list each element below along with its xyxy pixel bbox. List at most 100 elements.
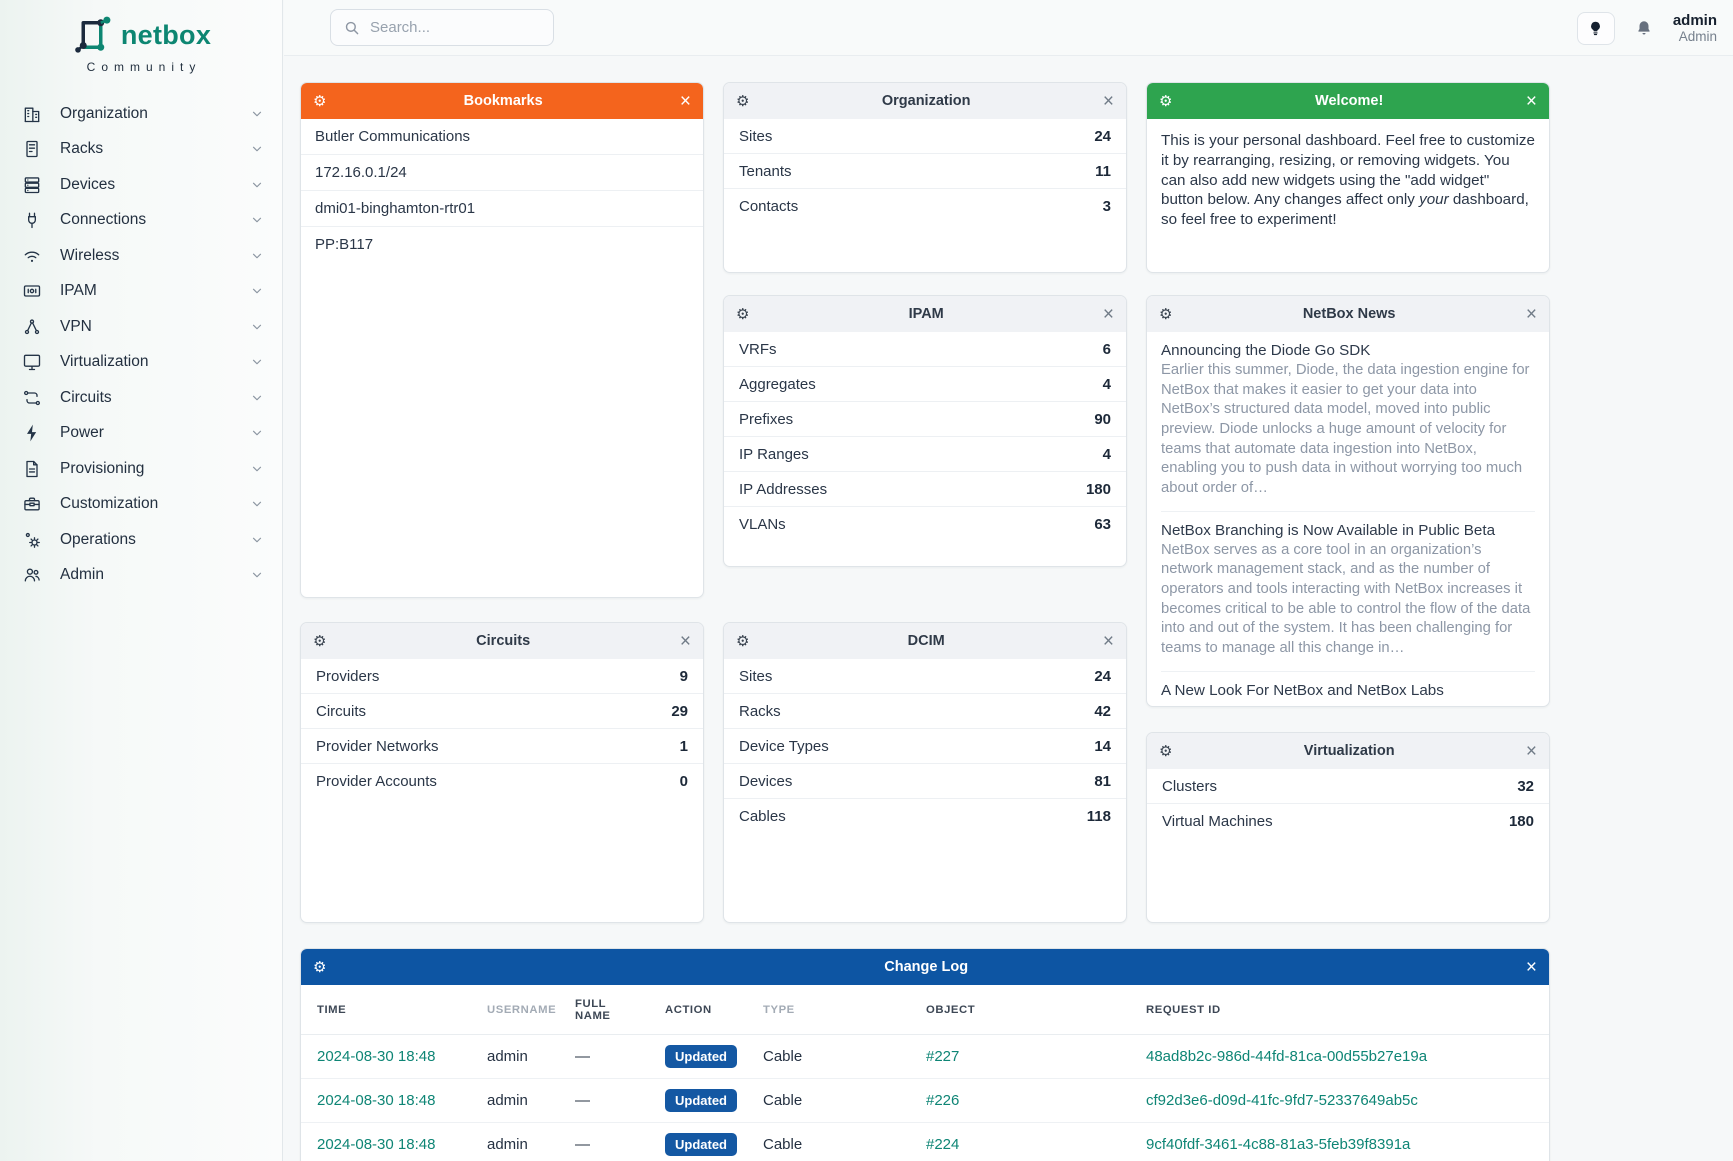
stat-row[interactable]: Sites 24 xyxy=(739,667,1111,685)
sidebar-item-customization[interactable]: Customization xyxy=(0,487,282,523)
stat-row[interactable]: Circuits 29 xyxy=(301,693,703,728)
search-input[interactable] xyxy=(370,19,520,36)
global-search[interactable] xyxy=(330,9,554,46)
monitor-icon xyxy=(22,352,42,372)
changelog-time-link[interactable]: 2024-08-30 18:48 xyxy=(317,1048,436,1065)
changelog-object-link[interactable]: #227 xyxy=(926,1048,960,1065)
search-icon xyxy=(343,19,361,37)
stat-row[interactable]: VRFs 6 xyxy=(739,340,1111,358)
sidebar-item-power[interactable]: Power xyxy=(0,416,282,452)
stat-row[interactable]: Tenants 11 xyxy=(724,153,1126,188)
changelog-time-link[interactable]: 2024-08-30 18:48 xyxy=(317,1136,436,1153)
vpn-graph-icon xyxy=(22,317,42,337)
changelog-object-link[interactable]: #226 xyxy=(926,1092,960,1109)
chevron-down-icon xyxy=(250,213,264,227)
widget-config-icon[interactable]: ⚙ xyxy=(313,957,327,976)
stat-row[interactable]: Prefixes 90 xyxy=(724,401,1126,436)
ipam-counter-icon xyxy=(22,281,42,301)
stat-row[interactable]: IP Ranges 4 xyxy=(724,436,1126,471)
close-icon[interactable]: × xyxy=(679,90,691,112)
bookmark-link[interactable]: Butler Communications xyxy=(315,128,471,145)
stat-row[interactable]: Device Types 14 xyxy=(724,728,1126,763)
widget-config-icon[interactable]: ⚙ xyxy=(736,304,750,323)
close-icon[interactable]: × xyxy=(1525,740,1537,762)
widget-config-icon[interactable]: ⚙ xyxy=(313,631,327,650)
changelog-row: 2024-08-30 18:48 admin — Updated Cable #… xyxy=(301,1122,1549,1161)
sidebar-item-racks[interactable]: Racks xyxy=(0,132,282,168)
circuits-stats: Providers 9 Circuits 29 Provider Network… xyxy=(301,659,703,798)
widget-config-icon[interactable]: ⚙ xyxy=(736,631,750,650)
bookmark-link[interactable]: PP:B117 xyxy=(301,226,703,262)
sidebar-item-circuits[interactable]: Circuits xyxy=(0,380,282,416)
stat-row[interactable]: Provider Networks 1 xyxy=(301,728,703,763)
widget-title: IPAM xyxy=(908,306,944,322)
notifications-button[interactable] xyxy=(1631,12,1657,45)
close-icon[interactable]: × xyxy=(1102,630,1114,652)
stat-row[interactable]: Devices 81 xyxy=(724,763,1126,798)
changelog-object-link[interactable]: #224 xyxy=(926,1136,960,1153)
welcome-widget: ⚙ Welcome! × This is your personal dashb… xyxy=(1146,82,1550,273)
changelog-row: 2024-08-30 18:48 admin — Updated Cable #… xyxy=(301,1034,1549,1079)
stat-row[interactable]: Racks 42 xyxy=(724,693,1126,728)
close-icon[interactable]: × xyxy=(1102,90,1114,112)
bookmarks-widget-header: ⚙ Bookmarks × xyxy=(301,83,703,119)
sidebar-item-connections[interactable]: Connections xyxy=(0,203,282,239)
sidebar-item-vpn[interactable]: VPN xyxy=(0,309,282,345)
sidebar-item-provisioning[interactable]: Provisioning xyxy=(0,451,282,487)
close-icon[interactable]: × xyxy=(1525,90,1537,112)
close-icon[interactable]: × xyxy=(679,630,691,652)
stat-row[interactable]: Contacts 3 xyxy=(724,188,1126,223)
chevron-down-icon xyxy=(250,249,264,263)
widget-config-icon[interactable]: ⚙ xyxy=(1159,91,1173,110)
stat-row[interactable]: Cables 118 xyxy=(724,798,1126,833)
changelog-request-id-link[interactable]: 9cf40fdf-3461-4c88-81a3-5feb39f8391a xyxy=(1146,1136,1411,1153)
stat-row[interactable]: IP Addresses 180 xyxy=(724,471,1126,506)
sidebar-item-devices[interactable]: Devices xyxy=(0,167,282,203)
widget-title: Welcome! xyxy=(1315,93,1384,109)
sidebar-item-operations[interactable]: Operations xyxy=(0,522,282,558)
widget-config-icon[interactable]: ⚙ xyxy=(736,91,750,110)
close-icon[interactable]: × xyxy=(1102,303,1114,325)
changelog-column-header: OBJECT xyxy=(910,985,1130,1035)
netbox-news-widget: ⚙ NetBox News × Announcing the Diode Go … xyxy=(1146,295,1550,707)
changelog-request-id-link[interactable]: cf92d3e6-d09d-41fc-9fd7-52337649ab5c xyxy=(1146,1092,1418,1109)
widget-config-icon[interactable]: ⚙ xyxy=(1159,304,1173,323)
brand[interactable]: netbox Community xyxy=(0,0,282,74)
stat-row[interactable]: Provider Accounts 0 xyxy=(301,763,703,798)
chevron-down-icon xyxy=(250,320,264,334)
sidebar-nav: Organization Racks Devices xyxy=(0,96,282,593)
theme-toggle-button[interactable] xyxy=(1576,11,1615,45)
stat-row[interactable]: Aggregates 4 xyxy=(724,366,1126,401)
stat-row[interactable]: VLANs 63 xyxy=(724,506,1126,541)
stat-row[interactable]: Clusters 32 xyxy=(1162,777,1534,795)
changelog-header-row: TIME USERNAME FULL NAME ACTION TYPE OBJECT REQ… xyxy=(301,985,1549,1035)
stat-row[interactable]: Sites 24 xyxy=(739,127,1111,145)
sidebar-item-virtualization[interactable]: Virtualization xyxy=(0,345,282,381)
bookmark-link[interactable]: dmi01-binghamton-rtr01 xyxy=(301,190,703,226)
brand-subtitle: Community xyxy=(86,60,202,74)
circuits-connection-icon xyxy=(22,388,42,408)
chevron-down-icon xyxy=(250,426,264,440)
news-item-title[interactable]: NetBox Branching is Now Available in Pub… xyxy=(1161,521,1496,539)
changelog-request-id-link[interactable]: 48ad8b2c-986d-44fd-81ca-00d55b27e19a xyxy=(1146,1048,1428,1065)
sidebar-item-organization[interactable]: Organization xyxy=(0,96,282,132)
lightbulb-icon xyxy=(1587,20,1604,37)
sidebar-item-admin[interactable]: Admin xyxy=(0,558,282,594)
organization-widget-header: ⚙ Organization × xyxy=(724,83,1126,119)
changelog-time-link[interactable]: 2024-08-30 18:48 xyxy=(317,1092,436,1109)
bookmark-link[interactable]: 172.16.0.1/24 xyxy=(301,154,703,190)
news-item-title[interactable]: A New Look For NetBox and NetBox Labs xyxy=(1161,681,1444,699)
action-badge: Updated xyxy=(665,1089,737,1112)
sidebar-item-ipam[interactable]: IPAM xyxy=(0,274,282,310)
close-icon[interactable]: × xyxy=(1525,956,1537,978)
stat-row[interactable]: Providers 9 xyxy=(316,667,688,685)
stat-row[interactable]: Virtual Machines 180 xyxy=(1147,803,1549,838)
news-item-title[interactable]: Announcing the Diode Go SDK xyxy=(1161,342,1371,359)
widget-config-icon[interactable]: ⚙ xyxy=(1159,741,1173,760)
sidebar-item-wireless[interactable]: Wireless xyxy=(0,238,282,274)
widget-title: Virtualization xyxy=(1303,743,1395,759)
changelog-column-header: REQUEST ID xyxy=(1130,985,1549,1035)
close-icon[interactable]: × xyxy=(1525,303,1537,325)
user-menu[interactable]: admin Admin xyxy=(1673,12,1717,45)
widget-config-icon[interactable]: ⚙ xyxy=(313,91,327,110)
